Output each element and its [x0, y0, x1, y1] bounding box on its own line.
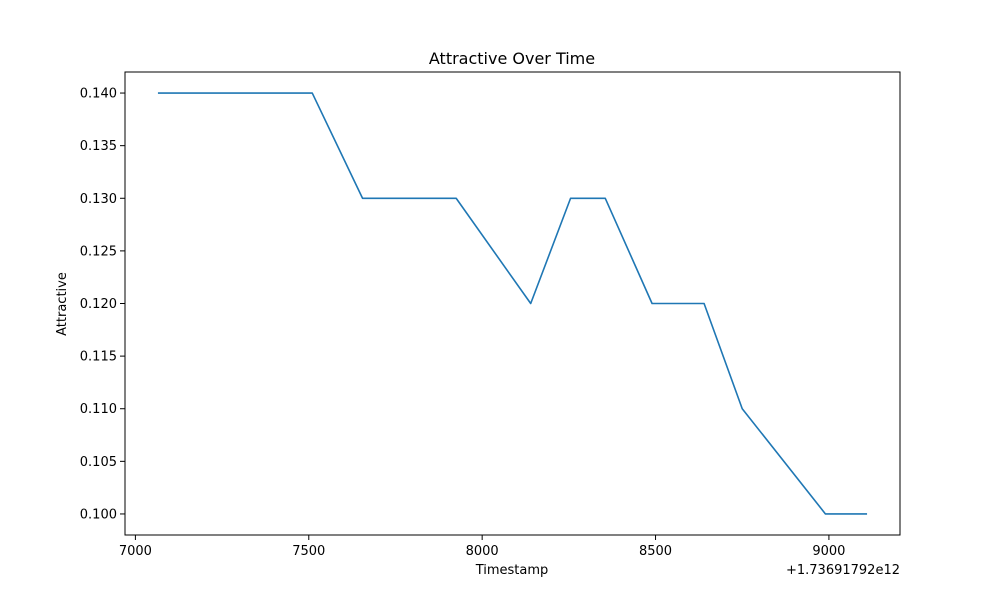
x-tick-label: 7000 — [119, 544, 152, 559]
y-tick-label: 0.135 — [80, 139, 117, 154]
chart-title: Attractive Over Time — [429, 49, 595, 68]
y-tick-label: 0.110 — [80, 402, 117, 417]
y-tick-label: 0.120 — [80, 297, 117, 312]
series-layer — [157, 92, 868, 515]
series-line — [157, 92, 868, 515]
y-tick-label: 0.105 — [80, 455, 117, 470]
x-tick-label: 9000 — [812, 544, 845, 559]
y-tick-label: 0.125 — [80, 244, 117, 259]
y-tick-label: 0.130 — [80, 192, 117, 207]
y-axis-label: Attractive — [55, 272, 70, 336]
y-tick-label: 0.100 — [80, 507, 117, 522]
x-axis-label: Timestamp — [475, 563, 549, 578]
x-tick-label: 8000 — [466, 544, 499, 559]
x-tick-label: 8500 — [639, 544, 672, 559]
plot-frame — [124, 71, 901, 536]
x-tick-label: 7500 — [292, 544, 325, 559]
plot-area — [125, 72, 900, 535]
y-tick-label: 0.115 — [80, 350, 117, 365]
x-axis-ticks: 7000 7500 8000 8500 9000 — [119, 535, 845, 559]
y-tick-label: 0.140 — [80, 87, 117, 102]
x-axis-offset-label: +1.73691792e12 — [786, 563, 900, 578]
y-axis-ticks: 0.100 0.105 0.110 0.115 0.120 0.125 0.130 0.135… — [80, 87, 125, 522]
